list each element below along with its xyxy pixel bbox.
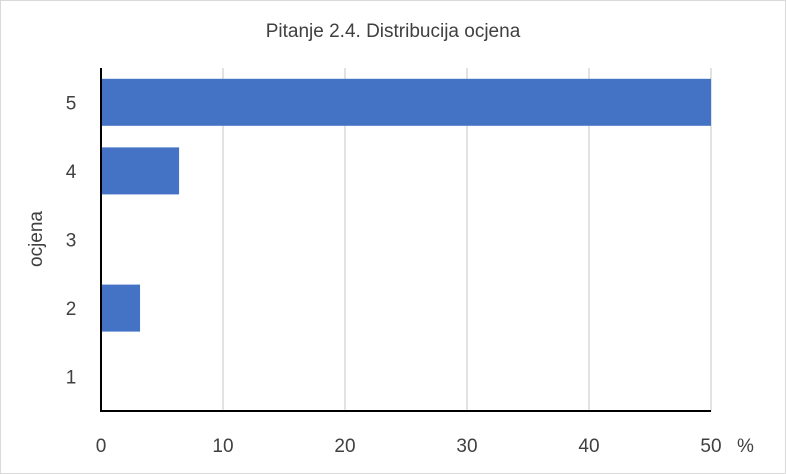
bar-ocjena-5 [101,78,711,126]
y-tick-label: 4 [66,162,77,183]
y-axis-label: ocjena [26,211,47,267]
x-tick-label: 0 [96,436,107,457]
x-axis-label: % [737,436,754,457]
x-tick-label: 40 [578,436,599,457]
x-tick-label: 10 [212,436,233,457]
y-tick-label: 2 [66,299,77,320]
x-tick-labels: 0 10 20 30 40 50 [96,436,722,457]
y-tick-label: 3 [66,231,77,252]
y-tick-label: 1 [66,368,77,389]
x-tick-label: 50 [700,436,721,457]
bar-ocjena-4 [101,147,180,195]
axes [100,68,711,412]
x-tick-label: 30 [456,436,477,457]
bars [101,78,711,332]
bar-ocjena-2 [101,284,141,332]
chart-title: Pitanje 2.4. Distribucija ocjena [266,21,521,42]
y-tick-labels: 1 2 3 4 5 [66,93,77,388]
y-tick-label: 5 [66,93,77,114]
x-tick-label: 20 [334,436,355,457]
